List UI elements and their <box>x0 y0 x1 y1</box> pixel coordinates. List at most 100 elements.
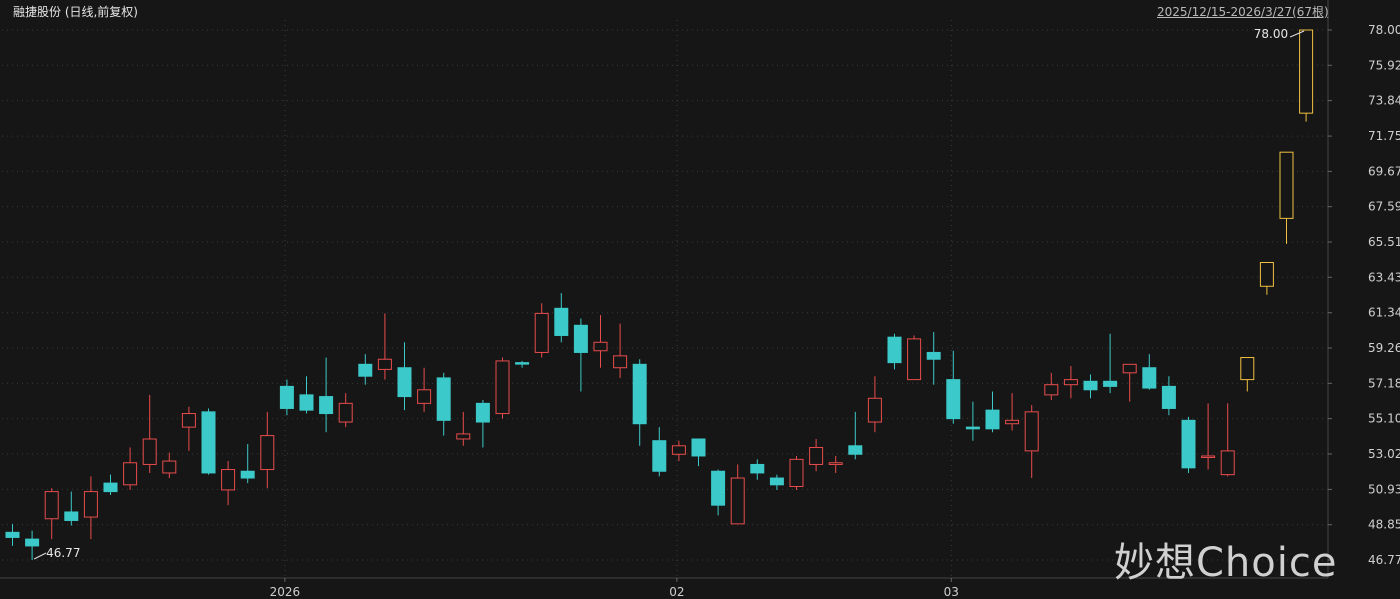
candle-body <box>1005 419 1020 425</box>
candle-body <box>358 363 373 377</box>
candle <box>1005 393 1020 431</box>
candle-body <box>985 409 1000 430</box>
candle-body <box>1299 29 1314 114</box>
candles <box>5 29 1314 560</box>
candle <box>671 440 686 462</box>
candle-body <box>534 312 549 353</box>
candle-body <box>907 338 922 381</box>
candle-body <box>515 362 530 365</box>
candle <box>573 318 588 392</box>
candle-body <box>867 397 882 423</box>
candle-body <box>495 360 510 415</box>
candle <box>750 459 765 480</box>
candle-body <box>201 411 216 474</box>
candle <box>593 315 608 368</box>
candle <box>162 452 177 479</box>
y-tick-label: 48.85 <box>1368 518 1400 532</box>
candle <box>495 357 510 419</box>
candle <box>397 342 412 411</box>
candle <box>1063 366 1078 399</box>
y-tick-label: 67.59 <box>1368 200 1400 214</box>
candle <box>1201 403 1216 470</box>
x-tick-label: 02 <box>669 585 684 599</box>
candle-body <box>221 469 236 491</box>
candle-body <box>25 538 40 547</box>
y-tick-label: 63.43 <box>1368 270 1400 284</box>
y-tick-label: 50.93 <box>1368 482 1400 496</box>
candle-body <box>1063 379 1078 386</box>
candle-body <box>181 413 196 428</box>
candle <box>711 469 726 516</box>
candle <box>221 461 236 506</box>
candle <box>965 401 980 441</box>
y-tick-label: 69.67 <box>1368 164 1400 178</box>
candle <box>907 335 922 381</box>
candle-body <box>1259 262 1274 287</box>
candle-body <box>260 435 275 471</box>
candle <box>985 391 1000 433</box>
candle <box>299 376 314 414</box>
candle-body <box>828 462 843 465</box>
candle <box>554 293 569 343</box>
y-tick-label: 46.77 <box>1368 553 1400 567</box>
candle-body <box>1201 455 1216 458</box>
candle <box>103 474 118 496</box>
candle-body <box>279 385 294 409</box>
candle <box>515 360 530 368</box>
candle-body <box>456 433 471 440</box>
candle-body <box>417 389 432 404</box>
candle-body <box>83 491 98 518</box>
y-tick-label: 73.84 <box>1368 94 1400 108</box>
annotation-arrow <box>1289 30 1305 38</box>
candle <box>730 464 745 525</box>
candle <box>887 333 902 370</box>
y-tick-label: 53.02 <box>1368 447 1400 461</box>
candle-body <box>319 396 334 415</box>
candle-body <box>1122 363 1137 374</box>
candle <box>260 411 275 489</box>
candle-body <box>5 531 20 538</box>
candle-body <box>338 402 353 423</box>
chart-title: 融捷股份 (日线,前复权) <box>13 5 138 19</box>
y-tick-label: 75.92 <box>1368 58 1400 72</box>
candle-body <box>436 377 451 421</box>
candle <box>25 530 40 560</box>
candle <box>142 394 157 473</box>
candle-body <box>848 445 863 455</box>
annotation-arrow <box>33 552 47 560</box>
candle-body <box>240 470 255 479</box>
candle <box>828 455 843 473</box>
candle-body <box>887 336 902 364</box>
candle <box>358 354 373 385</box>
candle-body <box>1044 384 1059 396</box>
candle <box>946 350 961 424</box>
grid-lines <box>2 20 1328 578</box>
candle-body <box>965 426 980 430</box>
candle-body <box>1240 357 1255 381</box>
candle-body <box>1161 385 1176 409</box>
candle <box>1181 416 1196 473</box>
date-range-link[interactable]: 2025/12/15-2026/3/27(67根) <box>1157 5 1329 19</box>
candle-body <box>789 458 804 488</box>
candle-body <box>475 402 490 423</box>
y-tick-label: 78.00 <box>1368 23 1400 37</box>
candle-body <box>730 477 745 525</box>
candle <box>613 323 628 378</box>
candle <box>534 303 549 358</box>
y-tick-label: 55.10 <box>1368 412 1400 426</box>
x-tick-label: 03 <box>944 585 959 599</box>
candle-body <box>652 440 667 472</box>
candle-body <box>926 351 941 360</box>
candle <box>769 474 784 490</box>
candle <box>475 399 490 448</box>
candle <box>1044 372 1059 400</box>
watermark-logo: 妙想Choice <box>1114 540 1338 586</box>
y-tick-label: 61.34 <box>1368 306 1400 320</box>
candle <box>5 523 20 546</box>
candle <box>809 438 824 472</box>
candle <box>123 447 138 490</box>
candle <box>632 359 647 446</box>
candle-body <box>1181 419 1196 469</box>
candle <box>1279 151 1294 244</box>
